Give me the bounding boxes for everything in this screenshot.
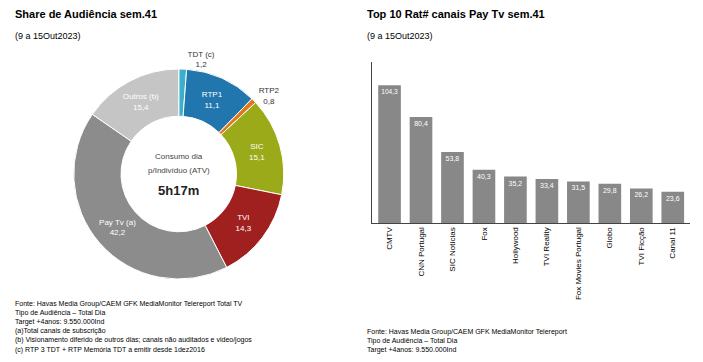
svg-text:23,6: 23,6 bbox=[666, 195, 680, 202]
svg-text:Fox Movies Portugal: Fox Movies Portugal bbox=[574, 227, 583, 300]
svg-text:TVI Ficção: TVI Ficção bbox=[637, 227, 646, 266]
svg-text:(9 a 15Out2023): (9 a 15Out2023) bbox=[15, 31, 81, 41]
svg-text:53,8: 53,8 bbox=[446, 155, 460, 162]
svg-text:Share de Audiência sem.41: Share de Audiência sem.41 bbox=[15, 8, 157, 20]
svg-text:RTP20,8: RTP20,8 bbox=[259, 86, 280, 105]
svg-text:Globo: Globo bbox=[605, 227, 614, 249]
svg-text:104,3: 104,3 bbox=[381, 88, 398, 95]
svg-text:29,8: 29,8 bbox=[603, 187, 617, 194]
svg-text:TVI Reality: TVI Reality bbox=[543, 227, 552, 266]
svg-text:Canal 11: Canal 11 bbox=[668, 227, 677, 259]
svg-text:RTP111,1: RTP111,1 bbox=[202, 90, 223, 109]
svg-text:33,4: 33,4 bbox=[540, 182, 554, 189]
svg-text:80,4: 80,4 bbox=[414, 120, 428, 127]
svg-text:35,2: 35,2 bbox=[509, 180, 523, 187]
svg-text:Consumo dia: Consumo dia bbox=[155, 152, 203, 161]
svg-text:TDT (c)1,2: TDT (c)1,2 bbox=[188, 50, 215, 69]
svg-text:40,3: 40,3 bbox=[477, 173, 491, 180]
svg-text:5h17m: 5h17m bbox=[158, 183, 199, 198]
svg-text:CMTV: CMTV bbox=[385, 227, 394, 250]
svg-text:(9 a 15Out2023): (9 a 15Out2023) bbox=[367, 31, 433, 41]
svg-text:Fonte: Havas Media Group/CAEM: Fonte: Havas Media Group/CAEM GFK MediaM… bbox=[367, 328, 567, 354]
svg-text:Fox: Fox bbox=[480, 227, 489, 240]
svg-text:p/Indivíduo (ATV): p/Indivíduo (ATV) bbox=[148, 166, 210, 175]
svg-text:CNN Portugal: CNN Portugal bbox=[417, 227, 426, 277]
svg-text:Fonte: Havas Media Group/CAEM: Fonte: Havas Media Group/CAEM GFK MediaM… bbox=[15, 300, 252, 354]
svg-text:26,2: 26,2 bbox=[634, 191, 648, 198]
svg-text:Pay Tv (a)42,2: Pay Tv (a)42,2 bbox=[99, 218, 136, 237]
svg-text:Outros (b)15,4: Outros (b)15,4 bbox=[123, 92, 159, 111]
svg-text:SIC15,1: SIC15,1 bbox=[249, 142, 265, 161]
svg-text:Top 10 Rat# canais Pay Tv sem.: Top 10 Rat# canais Pay Tv sem.41 bbox=[367, 8, 545, 20]
svg-text:31,5: 31,5 bbox=[572, 184, 586, 191]
svg-text:Hollywood: Hollywood bbox=[511, 227, 520, 264]
svg-text:SIC Notícias: SIC Notícias bbox=[448, 227, 457, 271]
svg-text:TVI14,3: TVI14,3 bbox=[236, 213, 252, 232]
